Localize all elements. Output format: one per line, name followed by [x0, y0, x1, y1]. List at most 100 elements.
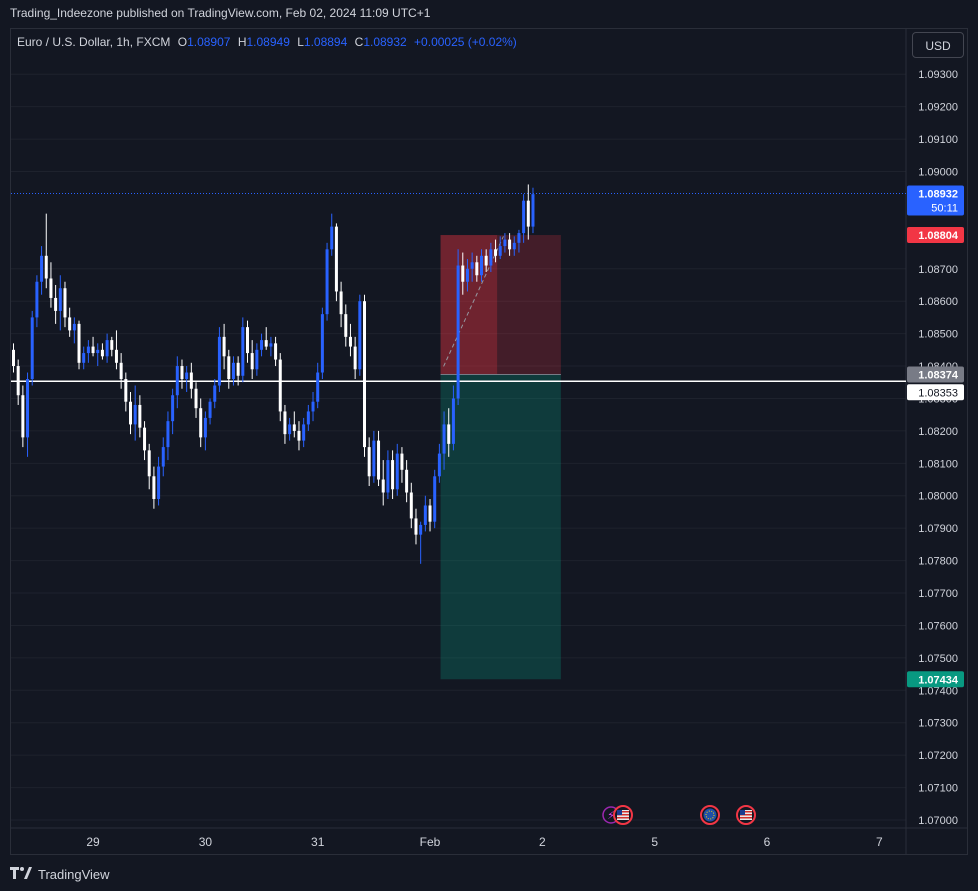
candle-body	[400, 453, 404, 470]
candle-body	[91, 346, 95, 354]
candle-body	[334, 226, 338, 292]
countdown-label: 50:11	[931, 203, 958, 215]
short-position-tool	[440, 235, 561, 680]
currency-button[interactable]: USD	[912, 32, 964, 58]
candle-body	[58, 288, 62, 311]
target-price-label: 1.07434	[918, 674, 959, 686]
candle-body	[498, 246, 502, 256]
candle-body	[241, 327, 245, 376]
candle-body	[503, 239, 507, 247]
price-labels: 1.08932 50:11 1.08804 1.08374 1.08353 1.07434	[907, 185, 964, 688]
candle-body	[405, 469, 409, 493]
candle-body	[344, 314, 348, 337]
x-tick-label: 2	[539, 835, 546, 849]
candle-body	[508, 239, 512, 250]
y-tick-label: 1.07400	[918, 685, 958, 697]
us-flag-event-icon-2[interactable]	[736, 805, 756, 825]
low-label: L	[297, 35, 304, 49]
x-tick-label: Feb	[420, 835, 441, 849]
candle-body	[72, 323, 76, 331]
candle-body	[119, 362, 123, 380]
event-icons: ⚡	[602, 805, 756, 825]
chart-frame[interactable]	[10, 28, 968, 855]
candle-body	[189, 372, 193, 389]
x-tick-label: 31	[311, 835, 325, 849]
y-tick-label: 1.07900	[918, 523, 958, 535]
target-zone	[440, 374, 561, 680]
close-label: C	[354, 35, 364, 49]
candle-body	[391, 460, 395, 490]
footer-bar: TradingView	[0, 858, 978, 891]
candle-body	[54, 297, 58, 311]
candle-body	[138, 404, 142, 428]
candle-body	[105, 340, 109, 357]
candle-body	[311, 401, 315, 412]
candle-body	[522, 200, 526, 234]
candle-body	[447, 424, 451, 444]
open-value: 1.08907	[187, 35, 231, 49]
candle-body	[288, 424, 292, 435]
candle-body	[409, 492, 413, 519]
y-tick-label: 1.07100	[918, 783, 958, 795]
symbol-title[interactable]: Euro / U.S. Dollar, 1h, FXCM	[17, 35, 171, 49]
candle-body	[133, 404, 137, 425]
candle-body	[157, 466, 161, 499]
candle-body	[494, 249, 498, 256]
y-tick-label: 1.07300	[918, 718, 958, 730]
candle-body	[26, 379, 30, 438]
candle-body	[180, 366, 184, 380]
candle-body	[433, 476, 437, 522]
stop-price-label-bg	[907, 227, 964, 244]
candle-body	[213, 385, 217, 402]
candle-body	[30, 317, 34, 380]
low-value: 1.08894	[303, 35, 348, 49]
candle-body	[236, 362, 240, 376]
tradingview-logo[interactable]: TradingView	[10, 866, 110, 882]
y-tick-label: 1.07800	[918, 556, 958, 568]
candle-body	[222, 336, 226, 357]
candle-body	[96, 349, 100, 354]
candle-body	[16, 366, 20, 396]
candle-body	[77, 323, 81, 363]
time-axis: 29 30 31 Feb 2 5 6 7	[86, 835, 883, 849]
candle-body	[227, 356, 231, 380]
candle-body	[353, 346, 357, 370]
candle-body	[292, 424, 296, 431]
candle-body	[348, 336, 352, 347]
candle-body	[269, 343, 273, 347]
y-tick-label: 1.07500	[918, 653, 958, 665]
y-tick-label: 1.08200	[918, 426, 958, 438]
entry-price-label-bg	[907, 366, 964, 383]
candle-body	[208, 401, 212, 418]
y-tick-label: 1.08700	[918, 264, 958, 276]
high-label: H	[237, 35, 247, 49]
us-flag-event-icon[interactable]	[613, 805, 633, 825]
open-label: O	[177, 35, 188, 49]
candle-body	[423, 505, 427, 525]
candle-body	[40, 255, 44, 282]
candle-body	[526, 200, 530, 227]
candle-body	[264, 340, 268, 347]
candle-body	[274, 343, 278, 360]
candle-body	[231, 362, 235, 380]
candle-body	[316, 372, 320, 402]
eu-flag-event-icon[interactable]	[700, 805, 720, 825]
candle-body	[414, 518, 418, 535]
candle-body	[161, 447, 165, 467]
y-tick-label: 1.08500	[918, 329, 958, 341]
y-tick-label: 1.08600	[918, 296, 958, 308]
line-price-label-bg	[907, 384, 964, 401]
candle-body	[152, 476, 156, 499]
symbol-legend: Euro / U.S. Dollar, 1h, FXCM O1.08907 H 1…	[17, 35, 517, 49]
y-tick-label: 1.08100	[918, 458, 958, 470]
candle-body	[185, 372, 189, 380]
candle-body	[82, 353, 86, 363]
candle-body	[246, 327, 249, 354]
last-price-label: 1.08932	[918, 189, 958, 201]
candle-body	[175, 366, 179, 396]
candle-body	[12, 349, 15, 367]
candle-body	[306, 411, 310, 425]
publish-info: Trading_Indeezone published on TradingVi…	[10, 6, 431, 20]
candle-body	[86, 346, 90, 354]
